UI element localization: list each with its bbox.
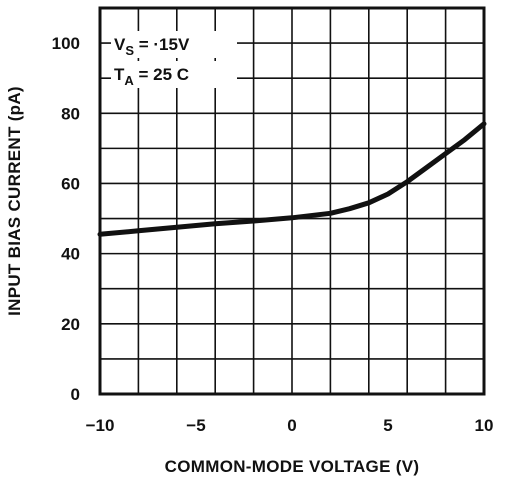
y-tick-label-5: 100 <box>52 34 80 53</box>
y-tick-label-4: 80 <box>61 104 80 123</box>
annotation-0: VS = ·15V <box>114 35 190 58</box>
y-tick-label-0: 0 <box>71 385 80 404</box>
x-tick-label-0: −10 <box>86 416 115 435</box>
annotation-1: TA = 25 C <box>114 65 189 88</box>
y-tick-label-2: 40 <box>61 245 80 264</box>
annotation-bg-1 <box>111 61 237 88</box>
x-tick-label-1: −5 <box>186 416 205 435</box>
x-tick-label-2: 0 <box>287 416 296 435</box>
annotations: VS = ·15V TA = 25 C <box>111 31 237 88</box>
x-tick-label-4: 10 <box>475 416 494 435</box>
x-axis-label: COMMON-MODE VOLTAGE (V) <box>165 457 420 476</box>
x-tick-label-3: 5 <box>383 416 392 435</box>
annotation-bg-0 <box>111 31 237 58</box>
y-tick-label-3: 60 <box>61 174 80 193</box>
series-line-0 <box>97 121 487 237</box>
y-axis-label: INPUT BIAS CURRENT (pA) <box>5 86 24 316</box>
plot-frame <box>98 6 486 396</box>
series-layer <box>97 121 487 237</box>
y-tick-label-1: 20 <box>61 315 80 334</box>
